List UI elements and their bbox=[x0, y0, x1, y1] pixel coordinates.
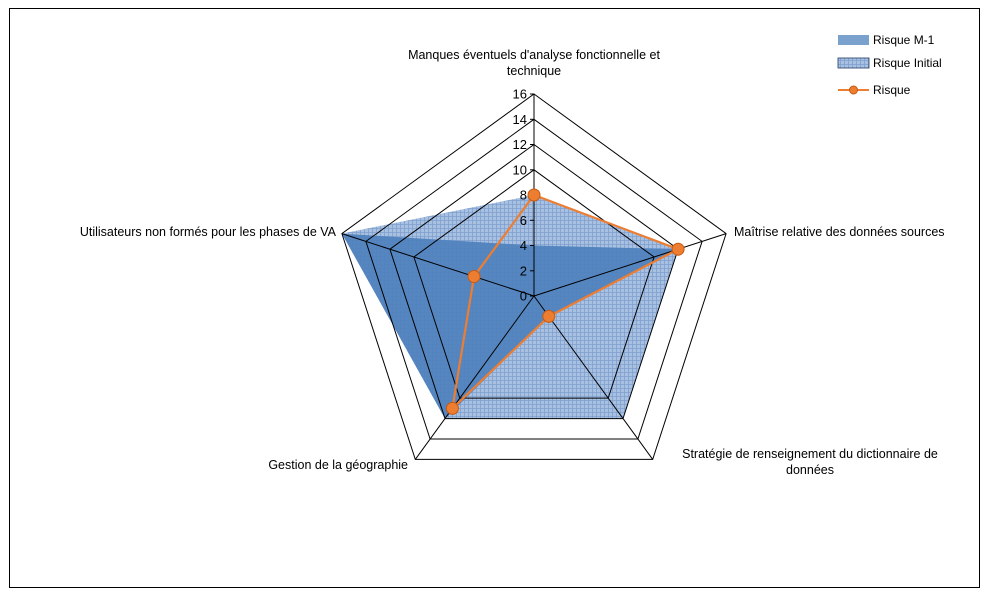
series-risque-point bbox=[467, 270, 481, 283]
series-risque-m1-area bbox=[341, 233, 679, 419]
tick-label: 10 bbox=[513, 162, 527, 177]
axis-label-line: Stratégie de renseignement du dictionnai… bbox=[682, 447, 938, 461]
axis-spoke bbox=[414, 295, 535, 460]
axis-label-line: Gestion de la géographie bbox=[268, 458, 408, 472]
tick-label: 4 bbox=[520, 238, 527, 253]
legend-label-risque-m1: Risque M-1 bbox=[873, 33, 935, 47]
tick-label: 12 bbox=[513, 137, 527, 152]
axis-spoke bbox=[533, 295, 654, 460]
series-risque-point bbox=[671, 242, 685, 256]
legend-label-risque-initial: Risque Initial bbox=[873, 56, 942, 70]
axis-label: Utilisateurs non formés pour les phases … bbox=[80, 225, 337, 239]
axis-label: Maîtrise relative des données sources bbox=[734, 225, 945, 239]
axis-label-line: Manques éventuels d'analyse fonctionnell… bbox=[408, 48, 660, 62]
axis-label-line: Utilisateurs non formés pour les phases … bbox=[80, 225, 337, 239]
series-risque-point bbox=[445, 401, 459, 415]
axis-label: Stratégie de renseignement du dictionnai… bbox=[682, 447, 938, 477]
tick-label: 2 bbox=[520, 263, 527, 278]
legend-swatch-risque-initial bbox=[837, 57, 870, 69]
legend-swatch-risque-m1 bbox=[838, 35, 869, 45]
series-risque-line bbox=[450, 193, 681, 412]
axis-label-line: technique bbox=[507, 64, 561, 78]
grid-pentagon-10 bbox=[413, 169, 655, 399]
grid-pentagon-14 bbox=[365, 118, 703, 440]
axis-label-line: données bbox=[786, 463, 834, 477]
tick-label: 14 bbox=[513, 112, 527, 127]
series-risque-point bbox=[542, 309, 556, 323]
grid-pentagon-16 bbox=[341, 93, 727, 460]
series-risque-point bbox=[527, 188, 541, 202]
tick-label: 16 bbox=[513, 87, 527, 102]
tick-label: 0 bbox=[520, 289, 527, 304]
axis-spoke bbox=[533, 233, 727, 297]
tick-label: 6 bbox=[520, 213, 527, 228]
legend-marker-risque bbox=[849, 85, 858, 95]
axis-label: Manques éventuels d'analyse fonctionnell… bbox=[408, 48, 660, 78]
tick-label: 8 bbox=[520, 188, 527, 203]
axis-spoke bbox=[341, 233, 535, 297]
legend-label-risque: Risque bbox=[873, 83, 911, 97]
grid-pentagon-12 bbox=[389, 143, 679, 420]
axis-label-line: Maîtrise relative des données sources bbox=[734, 225, 945, 239]
axis-label: Gestion de la géographie bbox=[268, 458, 408, 472]
